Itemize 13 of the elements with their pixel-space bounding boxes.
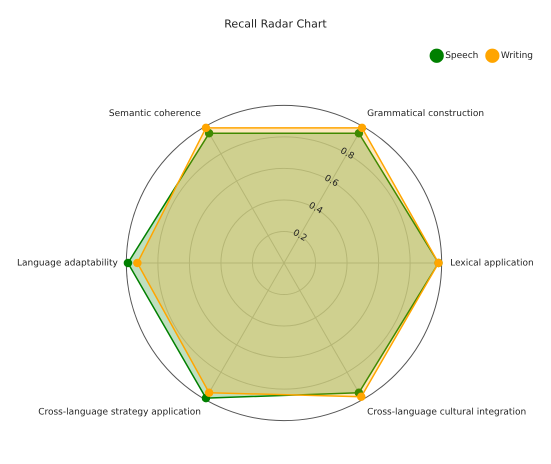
spoke-label: Language adaptability — [16, 258, 119, 268]
y-tick-label: 0.2 — [290, 228, 308, 244]
chart-title: Recall Radar Chart — [224, 17, 328, 30]
spoke-label: Lexical application — [450, 258, 534, 268]
y-tick-label: 0.4 — [306, 200, 324, 217]
y-tick-label: 0.8 — [338, 146, 356, 162]
spoke-label: Cross-language strategy application — [38, 408, 201, 418]
spoke-label: Semantic coherence — [108, 109, 202, 120]
y-tick-label: 0.6 — [322, 173, 340, 190]
spoke-label: Grammatical construction — [367, 109, 484, 120]
spoke-label: Cross-language cultural integration — [367, 408, 526, 418]
legend-label: Speech — [445, 51, 478, 62]
legend-label: Writing — [500, 51, 534, 62]
